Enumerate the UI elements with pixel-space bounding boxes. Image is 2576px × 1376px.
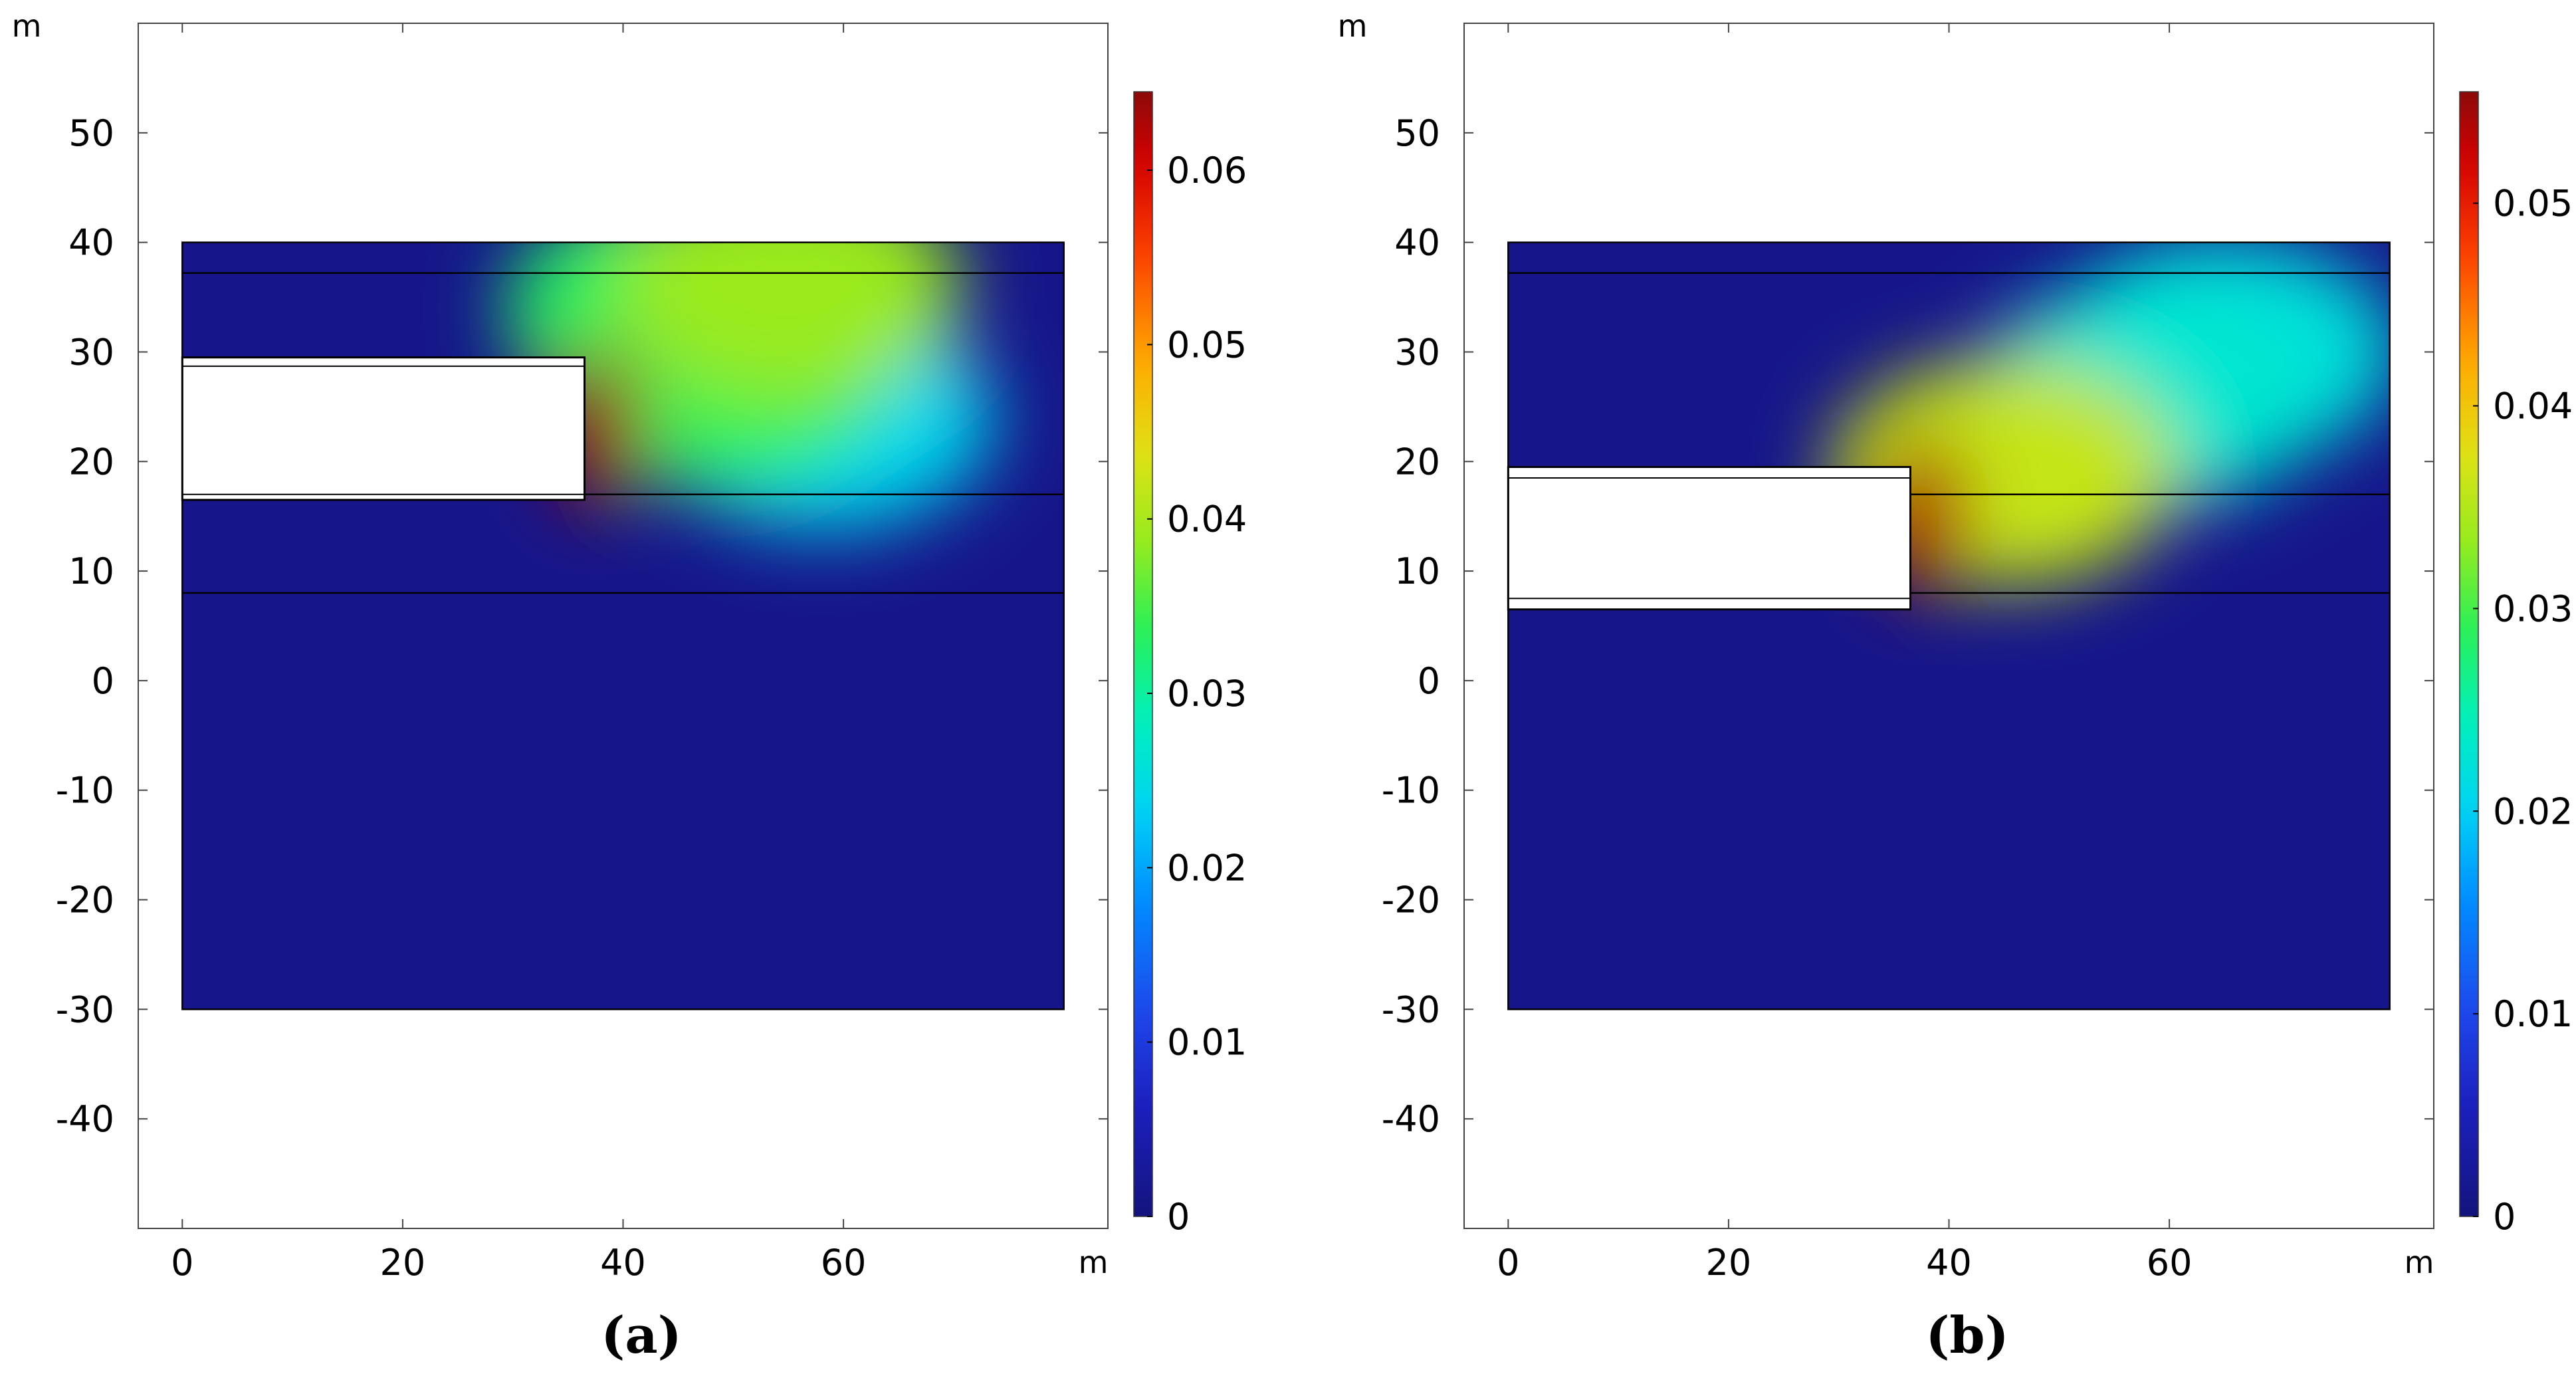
y-tick-label: -10 (56, 770, 114, 812)
panel-b: m m (b) 50 40 30 20 10 0 -10 -20 -30 -40 0 20 40 60 0 0… (1338, 8, 2573, 1365)
y-tick-label: 0 (1418, 660, 1440, 702)
colorbar-tick-label: 0 (1167, 1196, 1190, 1238)
y-tick-label: 10 (68, 550, 114, 592)
domain-outline (1507, 241, 2391, 1010)
colorbar-tick-label: 0.05 (1167, 324, 1247, 366)
y-tick-label: -10 (1382, 770, 1440, 812)
y-tick-label: -40 (1382, 1098, 1440, 1140)
colorbar-tick-label: 0.02 (2493, 790, 2573, 832)
field-plot (1508, 242, 2390, 1010)
x-tick-label: 20 (1706, 1242, 1752, 1284)
y-tick-label: 0 (92, 660, 114, 702)
y-tick-label: -20 (1382, 879, 1440, 921)
colorbar-tick-label: 0.02 (1167, 847, 1247, 889)
x-tick-label: 40 (1926, 1242, 1972, 1284)
colorbar-tick-label: 0.03 (1167, 673, 1247, 715)
y-tick-label: -40 (56, 1098, 114, 1140)
y-tick-label: 20 (68, 441, 114, 483)
colorbar-tick-label: 0.01 (1167, 1022, 1247, 1064)
colorbar-tick-label: 0.03 (2493, 588, 2573, 630)
colorbar-tick-label: 0.05 (2493, 183, 2573, 225)
colorbar-tick-label: 0.04 (1167, 499, 1247, 540)
field-plot (182, 242, 1064, 1010)
colorbar-tick-label: 0.01 (2493, 993, 2573, 1035)
x-tick-label: 60 (821, 1242, 867, 1284)
x-tick-label: 20 (380, 1242, 426, 1284)
y-tick-label: 30 (1394, 331, 1440, 373)
colorbar-tick-label: 0.04 (2493, 386, 2573, 427)
panel-label: (b) (1925, 1306, 2008, 1365)
domain-outline (181, 241, 1065, 1010)
y-tick-label: 30 (68, 331, 114, 373)
y-unit-label: m (12, 8, 42, 44)
y-tick-label: 40 (68, 222, 114, 264)
y-tick-label: 50 (1394, 112, 1440, 154)
excavation (1507, 466, 1911, 611)
x-tick-label: 0 (1497, 1242, 1519, 1284)
colorbar (2459, 91, 2479, 1217)
y-tick-label: 20 (1394, 441, 1440, 483)
y-tick-label: 40 (1394, 222, 1440, 264)
y-tick-label: -20 (56, 879, 114, 921)
colorbar (1133, 91, 1153, 1217)
y-tick-label: 50 (68, 112, 114, 154)
x-unit-label: m (1079, 1244, 1109, 1280)
y-tick-label: 10 (1394, 550, 1440, 592)
field-blobs (1831, 242, 2390, 596)
y-unit-label: m (1338, 8, 1368, 44)
x-tick-label: 40 (600, 1242, 646, 1284)
panel-a: m m (a) 50 40 30 20 10 0 -10 -20 -30 -40 0 20 40 60 0 0… (12, 8, 1247, 1365)
colorbar-tick-label: 0.06 (1167, 150, 1247, 191)
x-tick-label: 60 (2147, 1242, 2193, 1284)
colorbar-tick-label: 0 (2493, 1196, 2516, 1238)
x-tick-label: 0 (171, 1242, 193, 1284)
y-tick-label: -30 (56, 988, 114, 1030)
field-hotspot (615, 242, 962, 400)
x-unit-label: m (2405, 1244, 2434, 1280)
panel-label: (a) (601, 1306, 681, 1365)
y-tick-label: -30 (1382, 988, 1440, 1030)
excavation (181, 356, 586, 501)
